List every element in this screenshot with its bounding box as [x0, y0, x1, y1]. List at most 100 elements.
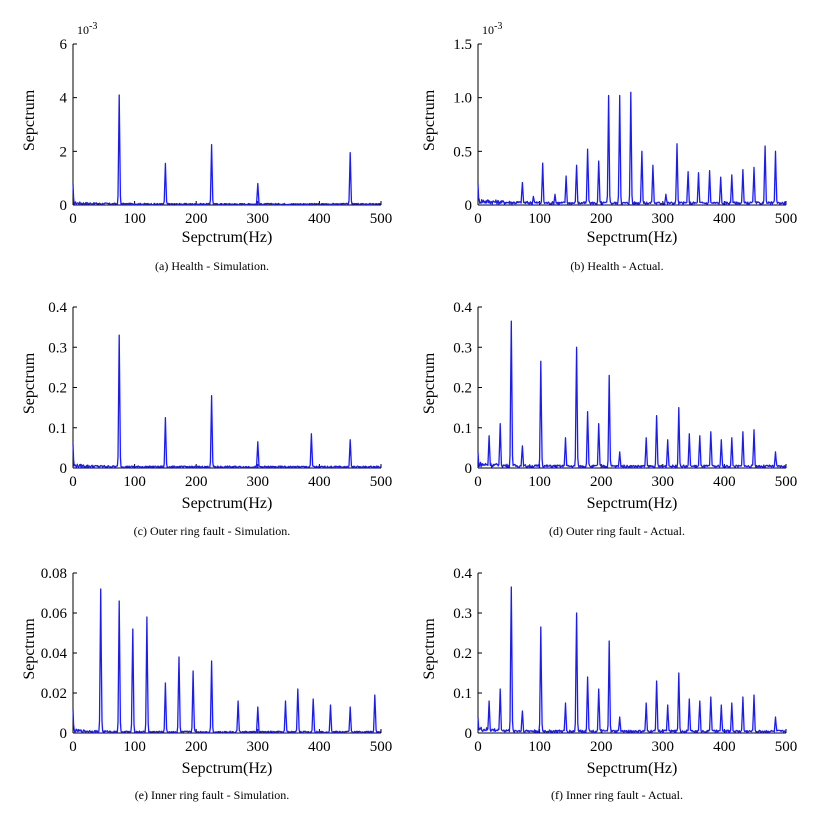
spectrum-peak-point: [598, 160, 600, 162]
y-tick-label: 0: [60, 461, 68, 477]
spectrum-peak-point: [164, 162, 166, 164]
y-tick-label: 0.4: [48, 300, 67, 316]
spectrum-peak-point: [676, 143, 678, 145]
spectrum-peak-point: [608, 374, 610, 376]
x-tick-label: 500: [775, 211, 798, 227]
spectrum-peak-point: [132, 628, 134, 630]
x-tick-label: 0: [474, 739, 482, 755]
spectrum-peak-point: [720, 176, 722, 178]
spectrum-peak-point: [753, 166, 755, 168]
spectrum-series-line: [477, 586, 787, 734]
y-tick-label: 0.2: [48, 381, 67, 397]
spectrum-peak-point: [312, 698, 314, 700]
spectrum-peak-point: [774, 451, 776, 453]
chart-panel-4: 0 100 200 300 400 500 0 0.1 0.2 0.3 0.4 Sepctrum(Hz…: [421, 300, 797, 538]
x-axis-label: Sepctrum(Hz): [587, 229, 678, 246]
x-tick-label: 500: [370, 211, 393, 227]
y-tick-label: 0.3: [453, 340, 472, 356]
spectrum-peak-point: [678, 406, 680, 408]
spectrum-peak-point: [257, 441, 259, 443]
x-tick-label: 100: [123, 739, 146, 755]
spectrum-peak-point: [655, 414, 657, 416]
spectrum-peak-point: [118, 600, 120, 602]
spectrum-peak-point: [678, 672, 680, 674]
spectrum-peak-point: [720, 704, 722, 706]
y-axis-label: Sepctrum: [21, 352, 38, 414]
y-axis-label: Sepctrum: [421, 89, 438, 151]
spectrum-peak-point: [652, 164, 654, 166]
y-tick-label: 0: [465, 461, 473, 477]
spectrum-peak-point: [210, 394, 212, 396]
spectrum-peak-point: [118, 94, 120, 96]
exponent-base: 10: [77, 23, 89, 37]
spectrum-peak-point: [774, 150, 776, 152]
y-axis-label: Sepctrum: [21, 89, 38, 151]
spectrum-peak-point: [586, 148, 588, 150]
y-tick-label: 0.04: [41, 646, 68, 662]
spectrum-peak-point: [607, 94, 609, 96]
spectrum-peak-point: [118, 334, 120, 336]
x-tick-label: 500: [775, 474, 798, 490]
chart-panel-3: 0 100 200 300 400 500 0 0.1 0.2 0.3 0.4 Sepctrum(Hz…: [21, 300, 392, 538]
spectrum-peak-point: [618, 451, 620, 453]
x-tick-label: 200: [590, 211, 613, 227]
panel-caption: (c) Outer ring fault - Simulation.: [134, 524, 291, 538]
x-tick-label: 100: [123, 211, 146, 227]
spectrum-peak-point: [210, 143, 212, 145]
spectrum-peak-point: [164, 416, 166, 418]
x-tick-label: 300: [652, 211, 675, 227]
spectrum-peak-point: [697, 172, 699, 174]
x-axis-label: Sepctrum(Hz): [182, 229, 273, 246]
x-tick-label: 400: [713, 739, 736, 755]
spectrum-peak-point: [598, 423, 600, 425]
spectrum-peak-point: [575, 612, 577, 614]
y-tick-label: 0.3: [453, 606, 472, 622]
x-tick-label: 100: [528, 474, 551, 490]
spectrum-peak-point: [521, 710, 523, 712]
panel-caption: (d) Outer ring fault - Actual.: [549, 524, 685, 538]
spectrum-peak-point: [488, 435, 490, 437]
spectrum-peak-point: [284, 700, 286, 702]
spectrum-peak-point: [532, 195, 534, 197]
y-tick-label: 0.1: [48, 421, 67, 437]
x-axis-label: Sepctrum(Hz): [182, 760, 273, 777]
spectrum-peak-point: [586, 676, 588, 678]
x-tick-label: 300: [247, 211, 270, 227]
spectrum-peak-point: [618, 716, 620, 718]
spectrum-peak-point: [349, 706, 351, 708]
spectrum-peak-point: [710, 696, 712, 698]
spectrum-peak-point: [742, 431, 744, 433]
spectrum-peak-point: [586, 410, 588, 412]
x-tick-label: 400: [713, 211, 736, 227]
spectrum-peak-point: [564, 437, 566, 439]
exponent-power: -3: [89, 21, 97, 32]
spectrum-peak-point: [541, 162, 543, 164]
x-tick-label: 400: [713, 474, 736, 490]
spectrum-peak-point: [349, 439, 351, 441]
y-axis-label: Sepctrum: [21, 618, 38, 680]
spectrum-peak-point: [575, 346, 577, 348]
axis-exponent: 10-3: [482, 21, 502, 37]
x-tick-label: 100: [528, 211, 551, 227]
spectrum-peak-point: [146, 616, 148, 618]
spectrum-peak-point: [192, 670, 194, 672]
spectrum-peak-point: [608, 640, 610, 642]
spectrum-peak-point: [310, 433, 312, 435]
y-tick-label: 0.02: [41, 686, 67, 702]
y-tick-label: 0.1: [453, 686, 472, 702]
spectrum-peak-point: [178, 656, 180, 658]
x-tick-label: 400: [308, 739, 331, 755]
y-axis-label: Sepctrum: [421, 352, 438, 414]
x-tick-label: 200: [590, 474, 613, 490]
y-tick-label: 0: [60, 198, 68, 214]
y-tick-label: 6: [60, 37, 68, 53]
spectrum-peak-point: [297, 688, 299, 690]
spectrum-peak-point: [665, 193, 667, 195]
y-tick-label: 0.3: [48, 340, 67, 356]
spectrum-peak-point: [575, 164, 577, 166]
spectrum-peak-point: [564, 702, 566, 704]
spectrum-peak-point: [645, 702, 647, 704]
spectrum-peak-point: [329, 704, 331, 706]
spectrum-peak-point: [598, 688, 600, 690]
y-tick-label: 1.0: [453, 91, 472, 107]
